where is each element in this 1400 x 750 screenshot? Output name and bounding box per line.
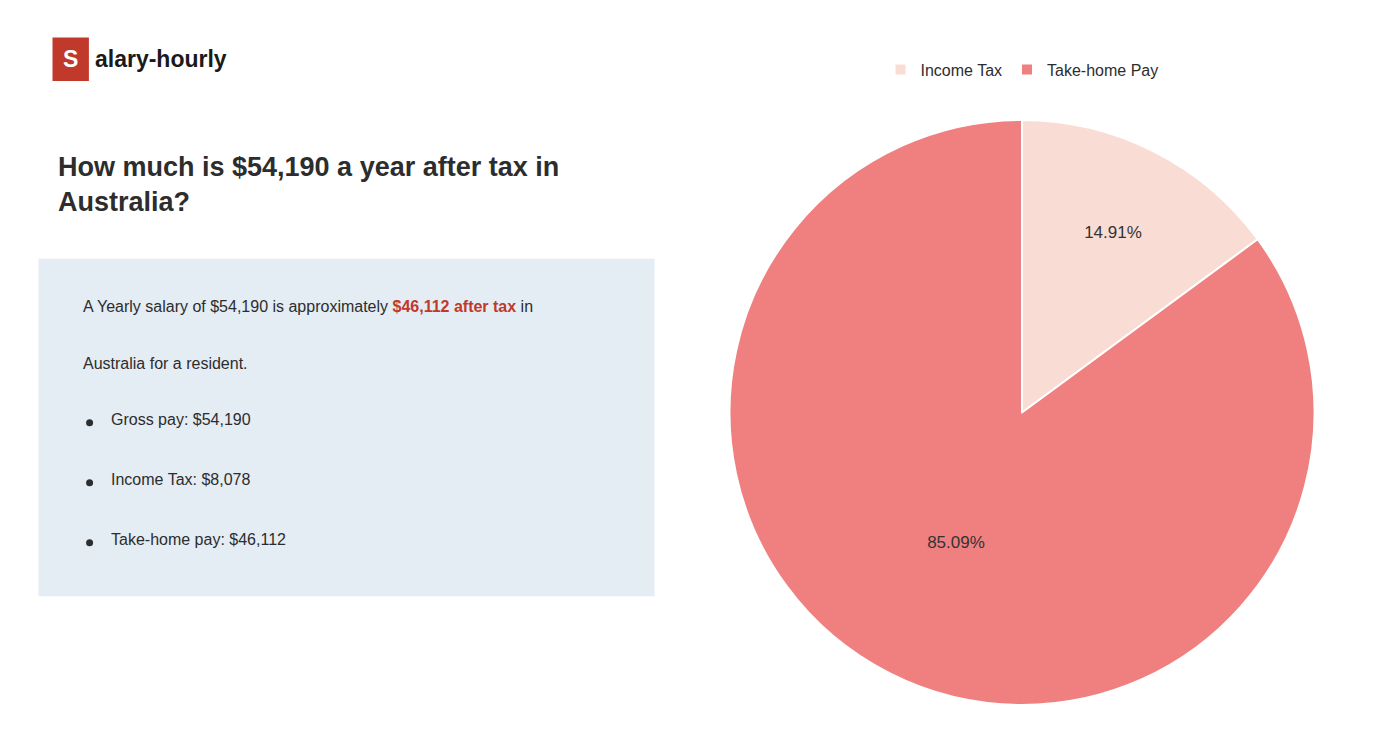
svg-text:alary-hourly: alary-hourly (95, 46, 227, 72)
svg-text:85.09%: 85.09% (927, 533, 985, 552)
svg-text:Income Tax: Income Tax (921, 62, 1003, 79)
svg-text:Australia for a resident.: Australia for a resident. (83, 355, 248, 372)
svg-text:Take-home Pay: Take-home Pay (1047, 62, 1158, 79)
svg-text:14.91%: 14.91% (1084, 223, 1142, 242)
svg-text:Gross pay: $54,190: Gross pay: $54,190 (111, 411, 251, 428)
svg-text:Income Tax: $8,078: Income Tax: $8,078 (111, 471, 250, 488)
svg-text:How much is $54,190 a year aft: How much is $54,190 a year after tax inA… (58, 152, 559, 217)
svg-text:Take-home pay: $46,112: Take-home pay: $46,112 (111, 531, 286, 548)
svg-text:A Yearly salary of $54,190 is: A Yearly salary of $54,190 is approximat… (83, 298, 533, 315)
svg-text:S: S (63, 46, 78, 72)
